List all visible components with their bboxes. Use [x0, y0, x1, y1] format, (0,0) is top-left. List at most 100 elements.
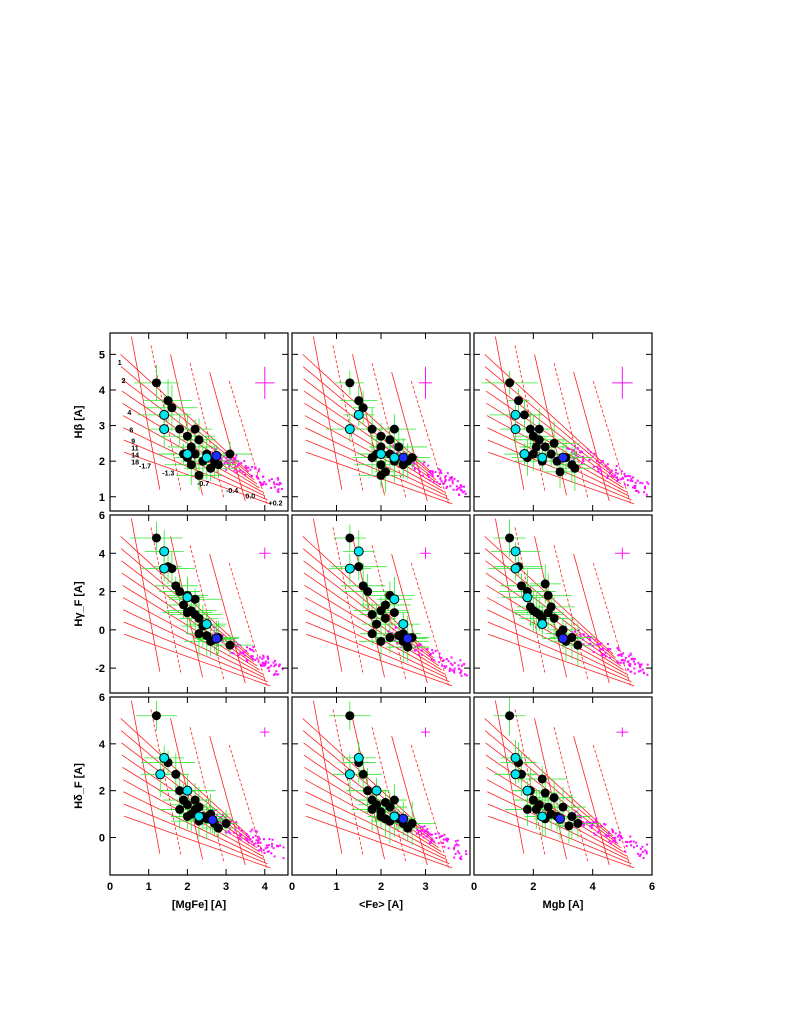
black-point	[407, 818, 417, 828]
magenta-point	[458, 857, 461, 860]
black-point	[194, 470, 204, 480]
magenta-point	[604, 464, 607, 467]
magenta-point	[260, 482, 263, 485]
magenta-point	[413, 468, 416, 471]
magenta-point	[268, 666, 271, 669]
magenta-point	[622, 652, 625, 655]
cyan-point	[353, 546, 364, 557]
magenta-point	[236, 464, 239, 467]
cyan-point	[537, 452, 548, 463]
magenta-point	[242, 651, 245, 654]
magenta-point	[599, 648, 602, 651]
magenta-point	[445, 665, 448, 668]
magenta-point	[593, 452, 596, 455]
magenta-point	[645, 850, 648, 853]
model-metallicity-line	[391, 554, 428, 684]
magenta-point	[633, 672, 636, 675]
black-point	[354, 562, 364, 572]
magenta-point	[458, 852, 461, 855]
magenta-point	[437, 842, 440, 845]
magenta-point	[449, 477, 452, 480]
magenta-point	[456, 480, 459, 483]
magenta-point	[613, 839, 616, 842]
magenta-point	[249, 648, 252, 651]
grid-label: -0.4	[226, 488, 238, 495]
magenta-point	[273, 483, 276, 486]
magenta-point	[234, 456, 237, 459]
magenta-point	[582, 460, 585, 463]
model-metallicity-line	[592, 380, 632, 504]
magenta-point	[455, 488, 458, 491]
magenta-point	[443, 838, 446, 841]
model-metallicity-line	[332, 709, 364, 857]
magenta-point	[618, 831, 621, 834]
magenta-point	[630, 844, 633, 847]
y-axis-label: Hγ_F [A]	[73, 581, 85, 627]
magenta-point	[440, 472, 443, 475]
magenta-point	[419, 826, 422, 829]
magenta-point	[262, 838, 265, 841]
magenta-point	[589, 451, 592, 454]
magenta-point	[646, 843, 649, 846]
magenta-point	[608, 840, 611, 843]
magenta-point	[272, 847, 275, 850]
magenta-point	[586, 636, 589, 639]
magenta-point	[267, 661, 270, 664]
magenta-point	[592, 644, 595, 647]
black-point	[558, 802, 568, 812]
magenta-point	[272, 661, 275, 664]
magenta-point	[617, 478, 620, 481]
magenta-point	[232, 460, 235, 463]
magenta-point	[447, 660, 450, 663]
magenta-point	[444, 475, 447, 478]
magenta-point	[621, 659, 624, 662]
blue-point	[207, 814, 218, 825]
magenta-point	[249, 838, 252, 841]
grid-label: -0.7	[197, 481, 209, 488]
model-age-line	[488, 451, 635, 505]
magenta-point	[604, 651, 607, 654]
y-tick-label: 6	[99, 510, 105, 522]
y-tick-label: 2	[99, 456, 105, 468]
magenta-point	[454, 852, 457, 855]
magenta-point	[603, 822, 606, 825]
black-point	[407, 453, 417, 463]
model-age-line	[305, 609, 448, 679]
magenta-point	[632, 660, 635, 663]
magenta-point	[599, 461, 602, 464]
magenta-point	[589, 642, 592, 645]
magenta-point	[579, 816, 582, 819]
black-point	[358, 769, 368, 779]
magenta-point	[577, 814, 580, 817]
magenta-point	[246, 646, 249, 649]
black-point	[549, 613, 559, 623]
black-point	[380, 814, 390, 824]
magenta-point	[617, 661, 620, 664]
magenta-point	[426, 833, 429, 836]
magenta-point	[273, 486, 276, 489]
magenta-point	[616, 660, 619, 663]
magenta-point	[460, 858, 463, 861]
magenta-point	[415, 832, 418, 835]
magenta-point	[459, 488, 462, 491]
cyan-point	[344, 769, 355, 780]
magenta-point	[623, 483, 626, 486]
cyan-point	[522, 785, 533, 796]
magenta-point	[451, 480, 454, 483]
magenta-point	[255, 476, 258, 479]
magenta-point	[428, 841, 431, 844]
black-point	[376, 460, 386, 470]
magenta-point	[246, 837, 249, 840]
panel-r1-c1	[291, 514, 471, 694]
black-point	[182, 811, 192, 821]
magenta-point	[636, 852, 639, 855]
magenta-point	[643, 487, 646, 490]
magenta-point	[420, 653, 423, 656]
model-age-line	[123, 791, 266, 861]
magenta-point	[620, 659, 623, 662]
magenta-point	[268, 669, 271, 672]
magenta-point	[233, 469, 236, 472]
black-point	[372, 619, 382, 629]
model-metallicity-line	[130, 700, 161, 854]
magenta-point	[444, 479, 447, 482]
